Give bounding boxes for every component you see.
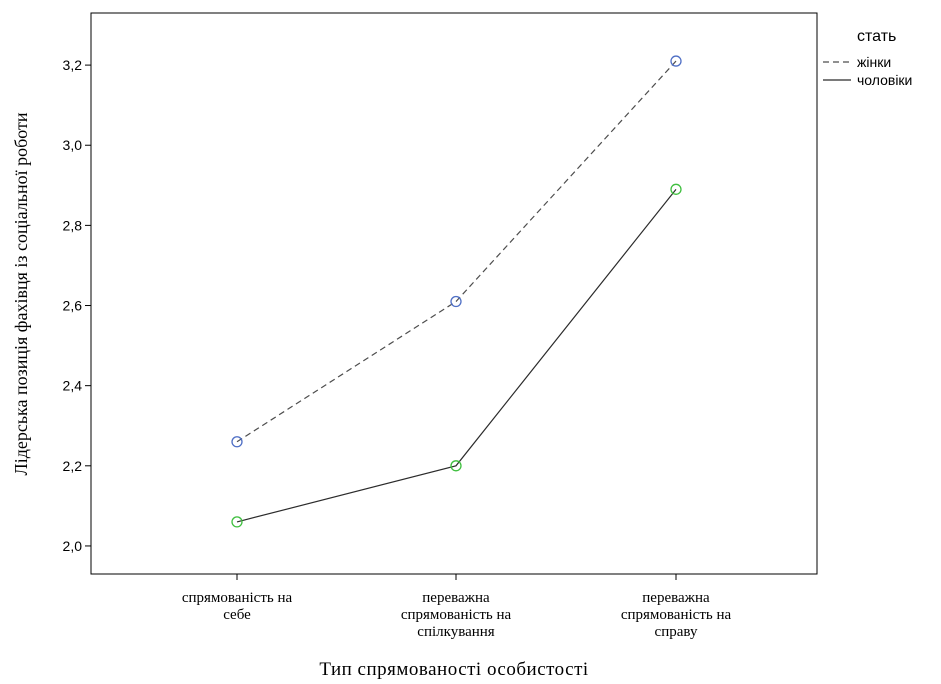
legend-label: чоловіки bbox=[857, 72, 912, 88]
x-tick-label: спрямованість на себе bbox=[182, 590, 293, 623]
series-line bbox=[236, 60, 677, 443]
x-tick-label-line: спрямованість на bbox=[182, 590, 293, 606]
x-tick-label-line: переважна bbox=[422, 590, 490, 606]
y-tick-label: 2,4 bbox=[63, 378, 83, 394]
data-point bbox=[670, 183, 682, 195]
series-line bbox=[236, 188, 677, 523]
x-tick-label-line: себе bbox=[223, 607, 251, 623]
x-tick-label-line: справу bbox=[655, 624, 698, 640]
x-tick-label: переважна спрямованість на спілкування bbox=[401, 590, 512, 640]
y-tick-label: 2,0 bbox=[63, 538, 83, 554]
y-tick-label: 2,8 bbox=[63, 217, 83, 233]
data-point bbox=[450, 460, 462, 472]
x-axis-label: Тип спрямованості особистості bbox=[319, 659, 588, 680]
legend: стать жінки чоловіки bbox=[823, 28, 912, 88]
data-point bbox=[231, 436, 243, 448]
data-point bbox=[670, 55, 682, 67]
x-tick-label: переважна спрямованість на справу bbox=[621, 590, 732, 640]
series-layer bbox=[231, 55, 682, 528]
y-axis-label: Лідерська позиція фахівця із соціальної … bbox=[11, 112, 31, 475]
y-tick-label: 2,6 bbox=[63, 298, 83, 314]
y-axis: 2,0 2,2 2,4 2,6 2,8 3,0 3,2 bbox=[63, 57, 91, 554]
y-tick-label: 3,0 bbox=[63, 137, 83, 153]
x-tick-label-line: спілкування bbox=[417, 624, 495, 640]
legend-label: жінки bbox=[857, 54, 891, 70]
x-tick-label-line: спрямованість на bbox=[621, 607, 732, 623]
y-tick-label: 3,2 bbox=[63, 57, 83, 73]
legend-title: стать bbox=[857, 28, 896, 45]
y-tick-label: 2,2 bbox=[63, 458, 83, 474]
plot-frame bbox=[90, 12, 818, 575]
x-tick-label-line: переважна bbox=[642, 590, 710, 606]
data-point bbox=[450, 295, 462, 308]
data-point bbox=[231, 516, 243, 528]
x-tick-label-line: спрямованість на bbox=[401, 607, 512, 623]
